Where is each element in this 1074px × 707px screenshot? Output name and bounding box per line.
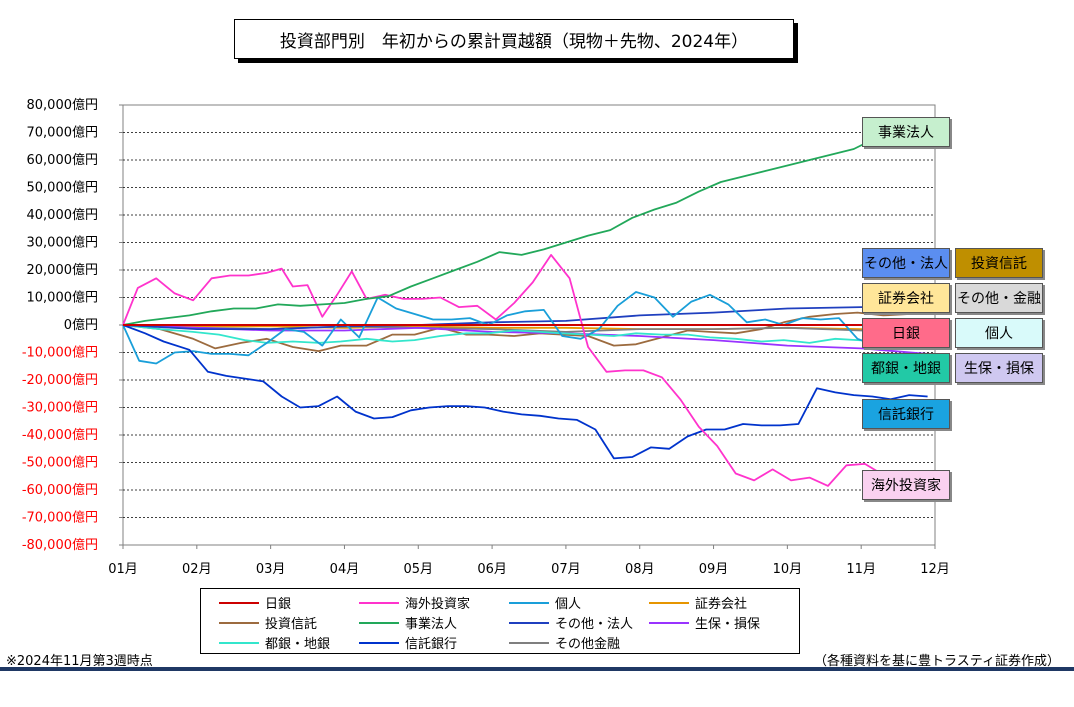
y-tick-label: 70,000億円 <box>27 125 99 141</box>
y-tick-label: 30,000億円 <box>27 235 99 251</box>
series-line-9 <box>122 324 928 460</box>
source-note: （各種資料を基に豊トラスティ証券作成） <box>814 654 1060 669</box>
legend-swatch <box>219 601 259 604</box>
y-tick-label: -40,000億円 <box>22 427 98 443</box>
y-tick-label: -80,000億円 <box>22 537 98 553</box>
y-tick-label: -30,000億円 <box>22 400 98 416</box>
legend-item-shintaku: 信託銀行 <box>359 633 457 652</box>
legend-item-kojin: 個人 <box>509 593 581 612</box>
y-tick-label: -50,000億円 <box>22 455 98 471</box>
legend-swatch <box>219 641 259 644</box>
legend-item-sonota-hojin: その他・法人 <box>509 613 633 632</box>
y-tick-label: 50,000億円 <box>27 180 99 196</box>
y-axis-ticks: 80,000億円 70,000億円 60,000億円 50,000億円 40,000億円… <box>22 97 123 553</box>
legend-label: 事業法人 <box>405 617 458 632</box>
legend-swatch <box>509 601 549 604</box>
x-axis-ticks: 01月 02月 03月 04月 05月 06月 07月 08月 09月 10月 11月 12月 <box>108 545 950 577</box>
x-tick-label: 03月 <box>256 562 286 577</box>
y-tick-label: 10,000億円 <box>27 290 99 306</box>
bottom-rule <box>0 667 1074 671</box>
x-tick-label: 06月 <box>477 562 507 577</box>
legend-label: 都銀・地銀 <box>265 637 331 652</box>
legend-item-togin: 都銀・地銀 <box>219 633 330 652</box>
legend-label: 信託銀行 <box>405 637 458 652</box>
x-tick-label: 07月 <box>551 562 581 577</box>
y-tick-label: 40,000億円 <box>27 207 99 223</box>
callout-toshin: 投資信託 <box>955 248 1043 278</box>
x-tick-label: 11月 <box>846 562 876 577</box>
legend-swatch <box>649 601 689 604</box>
legend-swatch <box>359 621 399 624</box>
series-line-7 <box>122 324 928 355</box>
callout-jigyo: 事業法人 <box>862 117 950 147</box>
series-line-2 <box>122 291 932 365</box>
series-lines <box>122 131 935 487</box>
x-tick-label: 02月 <box>182 562 212 577</box>
callout-togin: 都銀・地銀 <box>862 353 950 383</box>
x-tick-label: 09月 <box>699 562 729 577</box>
series-line-5 <box>122 131 928 326</box>
series-line-8 <box>122 324 932 350</box>
legend-item-nichigin: 日銀 <box>219 593 291 612</box>
legend-swatch <box>509 621 549 624</box>
legend-item-jigyo: 事業法人 <box>359 613 457 632</box>
callout-kojin: 個人 <box>955 318 1043 348</box>
y-tick-label: -20,000億円 <box>22 372 98 388</box>
chart-title: 投資部門別 年初からの累計買越額（現物＋先物、2024年） <box>234 19 794 59</box>
x-tick-label: 05月 <box>403 562 433 577</box>
x-tick-label: 12月 <box>920 562 950 577</box>
series-line-6 <box>122 304 928 331</box>
legend-label: その他金融 <box>555 637 621 652</box>
y-tick-label: 60,000億円 <box>27 152 99 168</box>
legend-label: 投資信託 <box>265 617 318 632</box>
series-line-1 <box>122 253 921 487</box>
callout-kaigai: 海外投資家 <box>862 470 950 500</box>
legend: 日銀 海外投資家 個人 証券会社 投資信託 事業法人 その他・法人 生保・損保 … <box>200 588 800 654</box>
y-tick-label: -70,000億円 <box>22 510 98 526</box>
y-tick-label: 0億円 <box>64 317 98 333</box>
legend-item-kaigai: 海外投資家 <box>359 593 470 612</box>
legend-swatch <box>359 601 399 604</box>
y-tick-label: 80,000億円 <box>27 97 99 113</box>
callout-shoken: 証券会社 <box>862 283 950 313</box>
y-tick-label: -60,000億円 <box>22 482 98 498</box>
legend-swatch <box>509 641 549 644</box>
legend-item-shoken: 証券会社 <box>649 593 747 612</box>
callout-sonota-hojin: その他・法人 <box>862 248 950 278</box>
legend-label: 個人 <box>555 597 582 612</box>
legend-label: 日銀 <box>265 597 292 612</box>
callout-sonota-kinyu: その他・金融 <box>955 283 1043 313</box>
y-tick-label: -10,000億円 <box>22 345 98 361</box>
y-tick-label: 20,000億円 <box>27 262 99 278</box>
footnote: ※2024年11月第3週時点 <box>6 654 153 669</box>
callout-shintaku: 信託銀行 <box>862 399 950 429</box>
legend-swatch <box>219 621 259 624</box>
legend-label: 証券会社 <box>695 597 748 612</box>
x-tick-label: 01月 <box>108 562 138 577</box>
legend-item-sonota-kinyu: その他金融 <box>509 633 620 652</box>
legend-item-toshin: 投資信託 <box>219 613 317 632</box>
x-tick-label: 10月 <box>773 562 803 577</box>
callout-seiho: 生保・損保 <box>955 353 1043 383</box>
legend-swatch <box>649 621 689 624</box>
legend-label: その他・法人 <box>555 617 634 632</box>
legend-label: 生保・損保 <box>695 617 761 632</box>
legend-label: 海外投資家 <box>405 597 471 612</box>
x-tick-label: 08月 <box>625 562 655 577</box>
x-tick-label: 04月 <box>330 562 360 577</box>
callout-nichigin: 日銀 <box>862 318 950 348</box>
legend-swatch <box>359 641 399 644</box>
legend-item-seiho: 生保・損保 <box>649 613 760 632</box>
